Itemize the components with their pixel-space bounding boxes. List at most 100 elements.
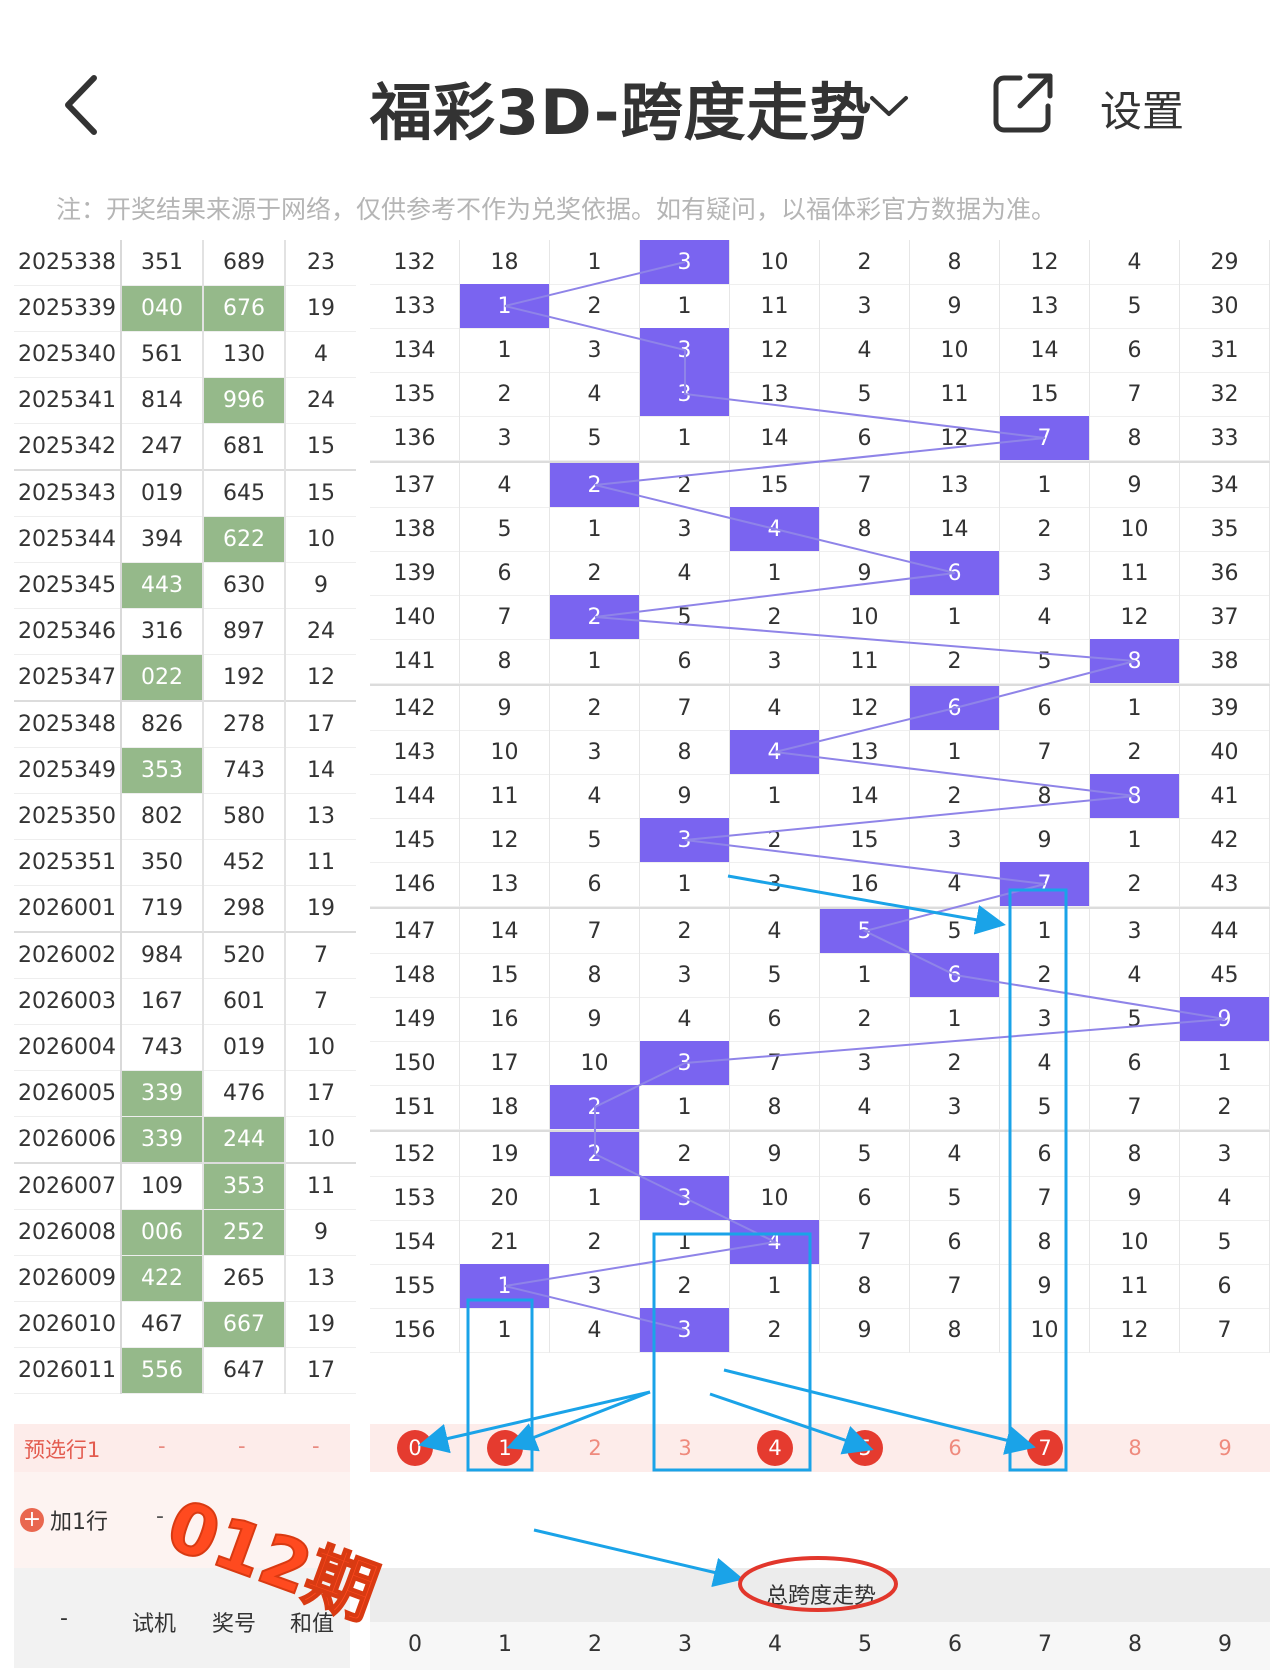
issue-cell: 2026001 [14,885,122,933]
preselect-digit[interactable]: 5 [820,1424,910,1472]
share-icon[interactable] [990,70,1056,136]
footer-digit: 1 [498,1632,512,1657]
preselect-digit[interactable]: 0 [370,1424,460,1472]
miss-count-cell: 12 [1000,240,1090,285]
miss-count-cell: 3 [550,730,640,775]
issue-cell: 2025340 [14,331,122,378]
miss-count-cell: 7 [640,686,730,731]
miss-count-cell: 152 [370,1132,460,1177]
sum-value-cell: 19 [285,285,356,332]
test-number-cell: 339 [121,1070,204,1117]
miss-count-cell: 11 [1090,1264,1180,1309]
miss-count-cell: 12 [820,686,910,731]
test-number-cell: 984 [121,931,204,979]
table-row: 2025344 394 622 10 [14,516,356,563]
miss-count-cell: 1 [640,416,730,461]
selected-digit-ball[interactable]: 4 [757,1430,793,1466]
miss-count-cell: 9 [550,997,640,1042]
miss-count-cell: 6 [1090,328,1180,373]
footer-prize-label: 奖号 [212,1612,257,1637]
table-row: 2026004 743 019 10 [14,1024,356,1071]
miss-count-cell: 4 [730,686,820,731]
preselect-digit[interactable]: 7 [1000,1424,1090,1472]
miss-count-cell: 7 [730,1041,820,1086]
group-divider [370,461,1270,463]
miss-count-cell: 7 [550,909,640,954]
trend-row: 149 16 9 4 6 2 1 3 5 9 [370,997,1270,1042]
group-divider [370,907,1270,909]
issue-cell: 2026003 [14,978,122,1025]
miss-count-cell: 2 [730,818,820,863]
miss-count-cell: 8 [1000,1220,1090,1265]
miss-count-cell: 153 [370,1176,460,1221]
test-number-cell: 561 [121,331,204,378]
preselect-sum-dash: - [312,1434,320,1458]
miss-count-cell: 1 [550,639,640,684]
sum-value-cell: 15 [285,423,356,471]
preselect-row-left: 预选行1 - - - [14,1424,350,1472]
group-divider [370,1130,1270,1132]
preselect-digit[interactable]: 3 [678,1436,692,1460]
selected-digit-ball[interactable]: 0 [397,1430,433,1466]
footer-digit: 0 [408,1632,422,1657]
miss-count-cell: 29 [1180,240,1270,285]
table-row: 2025346 316 897 24 [14,608,356,655]
issue-cell: 2025338 [14,240,122,286]
miss-count-cell: 42 [1180,818,1270,863]
miss-count-cell: 1 [1000,463,1090,508]
miss-count-cell: 10 [820,595,910,640]
miss-count-cell: 32 [1180,372,1270,417]
preselect-digit[interactable]: 4 [730,1424,820,1472]
issue-cell: 2025339 [14,285,122,332]
trend-row: 134 1 3 3 12 4 10 14 6 31 [370,328,1270,373]
miss-count-cell: 13 [460,862,550,907]
miss-count-cell: 4 [1090,953,1180,998]
sum-value-cell: 9 [285,562,356,609]
back-arrow-icon[interactable] [60,70,110,140]
test-number-cell: 019 [121,469,204,517]
miss-count-cell: 3 [730,862,820,907]
preselect-digit[interactable]: 9 [1218,1436,1232,1460]
table-row: 2025338 351 689 23 [14,240,356,286]
miss-count-cell: 6 [640,639,730,684]
miss-count-cell: 30 [1180,284,1270,329]
preselect-digit[interactable]: 2 [588,1436,602,1460]
add-row-button[interactable]: + 加1行 - [14,1472,350,1568]
trend-row: 156 1 4 3 2 9 8 10 12 7 [370,1308,1270,1353]
footer-header-left: - 试机 奖号 和值 [14,1568,350,1668]
miss-count-cell: 8 [820,507,910,552]
footer-digit: 8 [1128,1632,1142,1657]
miss-count-cell: 7 [820,1220,910,1265]
selected-digit-ball[interactable]: 7 [1027,1430,1063,1466]
miss-count-cell: 4 [550,774,640,819]
miss-count-cell: 4 [1090,240,1180,285]
preselect-digit[interactable]: 1 [460,1424,550,1472]
miss-count-cell: 13 [1000,284,1090,329]
test-number-cell: 443 [121,562,204,609]
page-title[interactable]: 福彩3D-跨度走势 [370,76,873,149]
disclaimer-notice: 注：开奖结果来源于网络，仅供参考不作为兑奖依据。如有疑问，以福体彩官方数据为准。 [56,195,1057,224]
miss-count-cell: 1 [460,328,550,373]
issue-cell: 2025344 [14,516,122,563]
miss-count-cell: 151 [370,1085,460,1130]
span-hit-cell: 5 [820,909,910,954]
preselect-digit[interactable]: 6 [948,1436,962,1460]
miss-count-cell: 15 [460,953,550,998]
span-hit-cell: 7 [1000,862,1090,907]
miss-count-cell: 141 [370,639,460,684]
chevron-down-icon[interactable] [866,86,912,126]
test-number-cell: 422 [121,1255,204,1302]
preselect-digit[interactable]: 8 [1128,1436,1142,1460]
selected-digit-ball[interactable]: 1 [487,1430,523,1466]
miss-count-cell: 140 [370,595,460,640]
settings-button[interactable]: 设置 [1100,87,1185,136]
selected-digit-ball[interactable]: 5 [847,1430,883,1466]
miss-count-cell: 5 [820,1132,910,1177]
preselect-label: 预选行1 [24,1438,101,1462]
table-row: 2025351 350 452 11 [14,839,356,886]
issue-cell: 2025349 [14,747,122,794]
span-hit-cell: 3 [640,240,730,285]
prize-number-cell: 298 [203,885,286,933]
miss-count-cell: 14 [820,774,910,819]
span-hit-cell: 2 [550,1132,640,1177]
